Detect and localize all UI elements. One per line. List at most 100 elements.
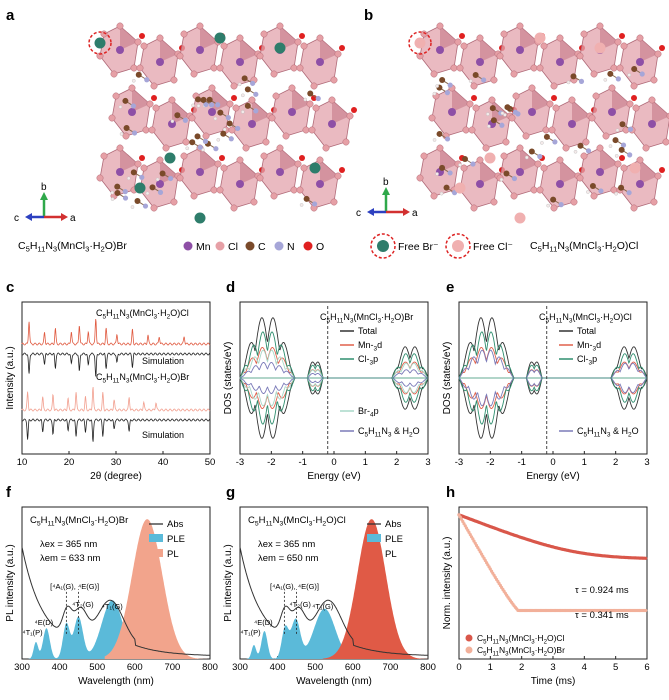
cl-atom xyxy=(510,70,518,78)
dos-legend-label: Mn-3​d xyxy=(577,340,601,353)
mn-atom xyxy=(316,58,324,66)
o-atom xyxy=(299,33,305,39)
cl-atom xyxy=(290,186,298,194)
octahedron-face xyxy=(252,100,270,124)
cl-atom xyxy=(296,64,304,72)
formula-b: C5​H11​N3​(MnCl3​·H2​O)Cl xyxy=(530,240,638,254)
cl-atom xyxy=(488,96,496,104)
x-tick-label: -1 xyxy=(298,457,306,468)
cl-atom xyxy=(262,138,270,146)
dos-legend-label: Cl-3​p xyxy=(577,354,597,367)
dos-legend-label: C5​H11​N3​ & H2​O xyxy=(577,426,639,439)
pl-title: C5​H11​N3​(MnCl3​·H2​O)Br xyxy=(30,515,128,528)
n-atom xyxy=(511,175,518,182)
mn-atom xyxy=(236,58,244,66)
n-atom xyxy=(558,202,564,208)
c-atom xyxy=(577,142,584,149)
crystal-structure-a xyxy=(88,22,357,224)
axes-gizmo-b: b c a xyxy=(356,177,418,219)
h-atom xyxy=(435,172,439,176)
cl-atom xyxy=(430,70,438,78)
x-tick-label: 700 xyxy=(382,662,398,673)
h-atom xyxy=(468,79,473,83)
c-atom xyxy=(550,196,557,203)
cl-atom xyxy=(148,126,156,134)
n-atom xyxy=(130,103,137,109)
h-atom xyxy=(185,146,190,151)
x-tick-label: 30 xyxy=(111,457,122,468)
mn-atom xyxy=(516,168,524,176)
x-tick-label: 50 xyxy=(205,457,216,468)
cl-atom xyxy=(420,30,428,38)
mn-atom xyxy=(436,46,444,54)
cl-atom xyxy=(536,186,544,194)
pl-legend-label: Abs xyxy=(385,519,402,530)
crystal-structure-b xyxy=(408,22,669,224)
h-atom xyxy=(155,177,160,182)
cl-atom xyxy=(430,192,438,200)
x-tick-label: 400 xyxy=(270,662,286,673)
cl-atom xyxy=(540,164,548,172)
h-atom xyxy=(303,97,308,102)
o-atom xyxy=(631,95,637,101)
transition-annotation: ⁴T₁(G) xyxy=(312,602,334,611)
c-atom xyxy=(244,86,251,93)
transition-annotation: ⁴E(D) xyxy=(254,618,273,627)
o-atom xyxy=(151,95,157,101)
n-atom xyxy=(253,108,259,114)
n-atom xyxy=(444,90,451,96)
n-atom xyxy=(615,76,621,82)
panel-letter-g: g xyxy=(226,484,235,501)
c-atom xyxy=(461,156,468,163)
h-atom xyxy=(130,205,135,209)
free-br-marker xyxy=(377,240,389,252)
h-atom xyxy=(170,119,175,124)
n-atom xyxy=(122,195,129,201)
cl-atom xyxy=(496,52,504,60)
x-tick-label: 500 xyxy=(89,662,105,673)
octahedron-face xyxy=(200,148,218,172)
decay-point xyxy=(644,556,648,560)
x-tick-label: 300 xyxy=(232,662,248,673)
c-atom xyxy=(174,112,181,119)
formula-a: C5​H11​N3​(MnCl3​·H2​O)Br xyxy=(18,240,127,254)
h-atom xyxy=(487,124,491,129)
axis-label-b: b xyxy=(41,182,47,193)
cl-atom xyxy=(180,152,188,160)
h-atom xyxy=(241,110,245,114)
o-atom xyxy=(139,155,145,161)
c-atom xyxy=(303,195,310,202)
n-atom xyxy=(131,130,138,136)
octahedron-face xyxy=(572,100,590,124)
pl-legend-label: PLE xyxy=(167,534,185,545)
cl-atom xyxy=(508,114,516,122)
mn-atom xyxy=(116,46,124,54)
x-tick-label: 3 xyxy=(644,457,649,468)
n-atom xyxy=(627,126,634,132)
free-halide-ion xyxy=(274,42,286,54)
octahedron-face xyxy=(600,148,618,172)
cl-atom xyxy=(152,104,160,112)
cl-atom xyxy=(296,186,304,194)
pl-legend-label: PL xyxy=(167,549,179,560)
n-atom xyxy=(627,152,633,158)
cl-atom xyxy=(632,104,640,112)
free-halide-ion xyxy=(454,182,466,194)
n-atom xyxy=(639,71,645,77)
cl-atom xyxy=(626,100,634,108)
atom-legend-dot-Mn xyxy=(183,241,193,251)
h-atom xyxy=(500,111,505,115)
c-atom xyxy=(122,97,129,104)
atom-legend-label-N: N xyxy=(287,241,295,253)
cl-atom xyxy=(260,152,268,160)
c-atom xyxy=(631,66,638,73)
cl-atom xyxy=(122,132,130,140)
cl-atom xyxy=(250,198,258,206)
panel-letter-f: f xyxy=(6,484,12,501)
mn-atom xyxy=(556,58,564,66)
cl-atom xyxy=(330,76,338,84)
h-atom xyxy=(486,112,490,116)
c-atom xyxy=(149,184,156,191)
h-atom xyxy=(614,154,619,158)
cl-atom xyxy=(468,126,476,134)
